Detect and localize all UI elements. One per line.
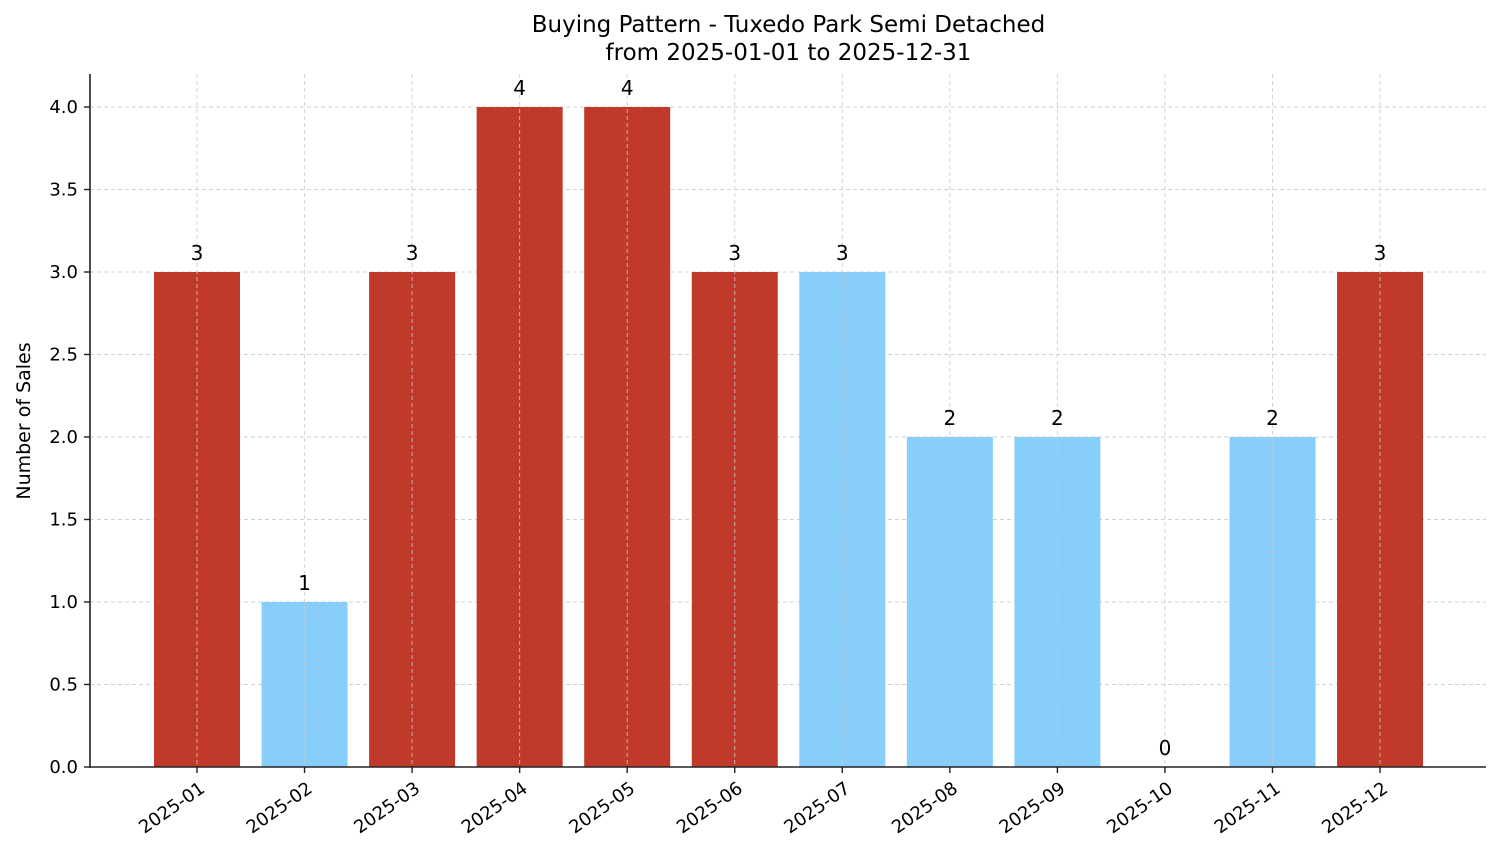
x-tick-label: 2025-01 xyxy=(135,778,209,838)
data-label: 1 xyxy=(298,571,311,595)
x-tick-label: 2025-08 xyxy=(888,778,962,838)
data-label: 3 xyxy=(728,241,741,265)
x-tick-label: 2025-02 xyxy=(243,778,317,838)
x-tick-label: 2025-05 xyxy=(565,778,639,838)
y-tick-label: 3.5 xyxy=(49,180,78,201)
x-tick-label: 2025-07 xyxy=(781,778,855,838)
x-tick-label: 2025-10 xyxy=(1103,778,1177,838)
x-tick-label: 2025-04 xyxy=(458,778,532,838)
x-tick-label: 2025-12 xyxy=(1318,778,1392,838)
y-tick-label: 2.5 xyxy=(49,345,78,366)
y-tick-label: 4.0 xyxy=(49,97,78,118)
data-label: 2 xyxy=(1266,406,1279,430)
bar-2025-05 xyxy=(584,107,671,767)
data-label: 3 xyxy=(191,241,204,265)
data-label: 4 xyxy=(513,76,526,100)
x-tick-label: 2025-03 xyxy=(350,778,424,838)
chart-title: Buying Pattern - Tuxedo Park Semi Detach… xyxy=(531,12,1046,38)
y-tick-label: 1.5 xyxy=(49,510,78,531)
y-tick-label: 0.0 xyxy=(49,757,78,778)
data-label: 3 xyxy=(836,241,849,265)
y-tick-label: 0.5 xyxy=(49,675,78,696)
bar-2025-04 xyxy=(476,107,563,767)
data-label: 2 xyxy=(1051,406,1064,430)
data-label: 0 xyxy=(1159,736,1172,760)
chart-subtitle: from 2025-01-01 to 2025-12-31 xyxy=(605,40,972,66)
data-label: 3 xyxy=(1374,241,1387,265)
y-tick-label: 2.0 xyxy=(49,427,78,448)
x-tick-label: 2025-06 xyxy=(673,778,747,838)
data-label: 2 xyxy=(943,406,956,430)
x-tick-label: 2025-11 xyxy=(1211,778,1285,838)
y-tick-label: 1.0 xyxy=(49,592,78,613)
data-label: 3 xyxy=(406,241,419,265)
x-tick-label: 2025-09 xyxy=(996,778,1070,838)
y-tick-label: 3.0 xyxy=(49,262,78,283)
data-label: 4 xyxy=(621,76,634,100)
